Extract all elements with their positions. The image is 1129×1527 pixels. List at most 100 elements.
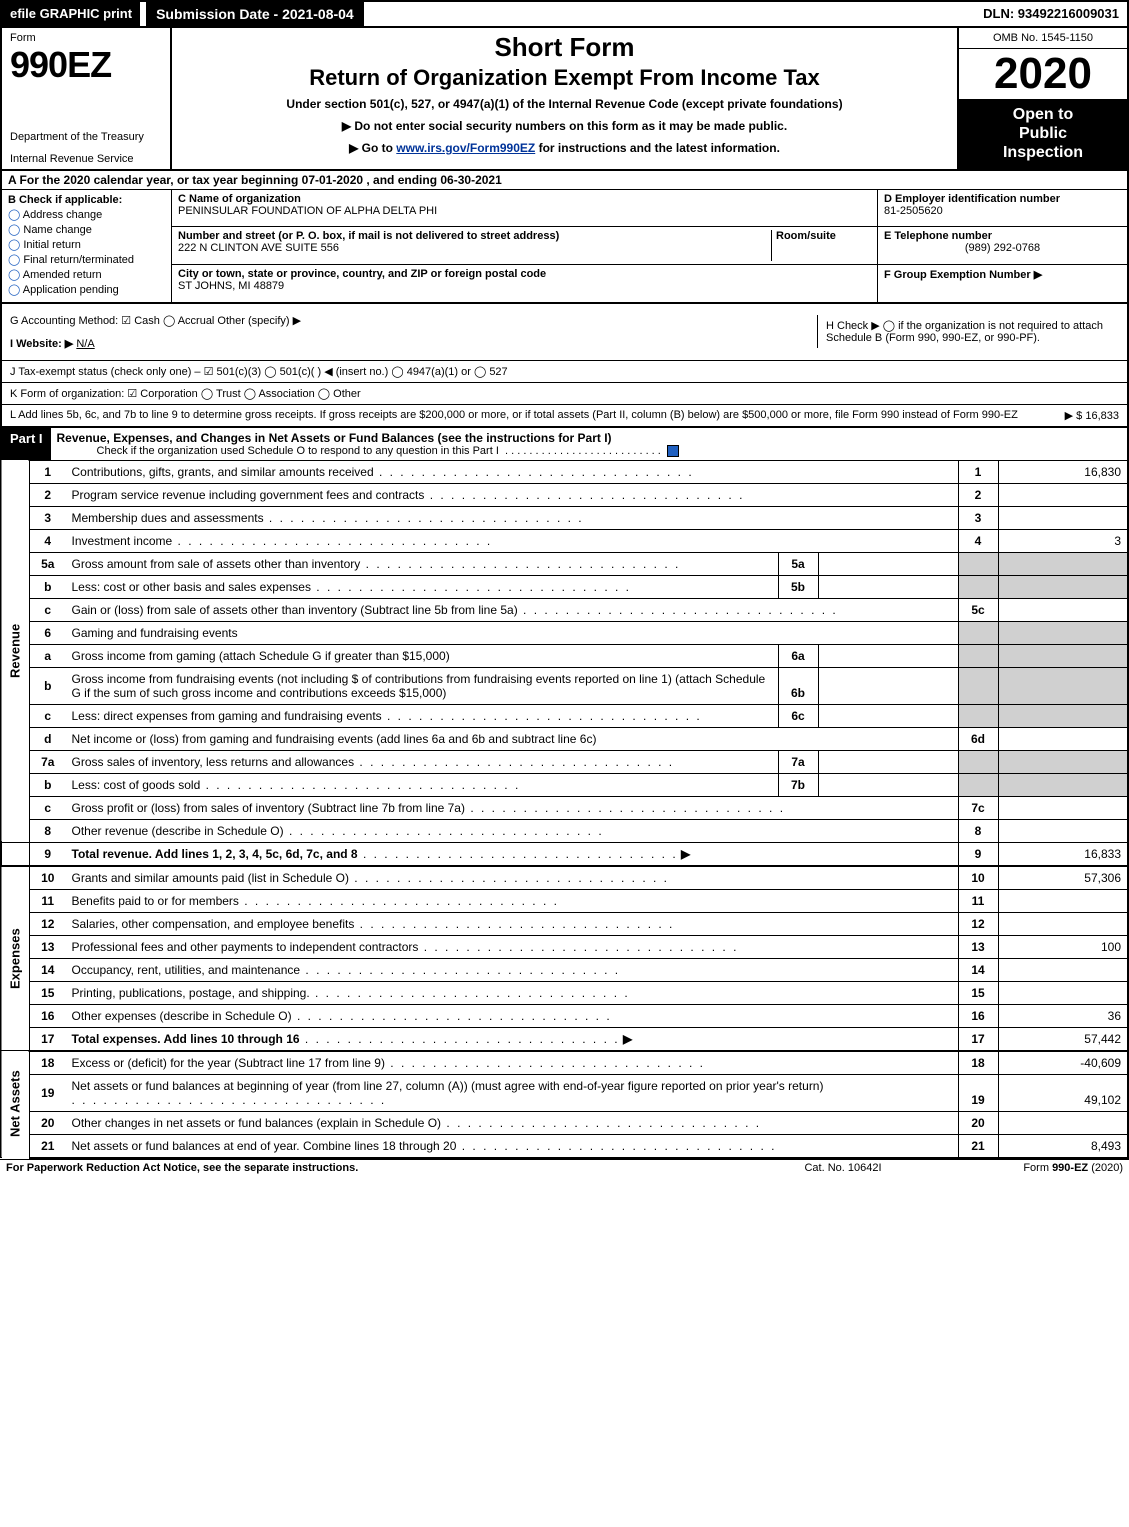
box-b-title: B Check if applicable: — [8, 194, 165, 206]
form-version: Form 990-EZ (2020) — [923, 1162, 1123, 1174]
line-desc: Investment income — [66, 529, 959, 552]
table-row: 20 Other changes in net assets or fund b… — [1, 1111, 1128, 1134]
col-amount: 36 — [998, 1004, 1128, 1027]
goto-prefix: ▶ Go to — [349, 141, 396, 155]
part1-sub-text: Check if the organization used Schedule … — [97, 445, 499, 457]
row-g-h: G Accounting Method: ☑ Cash ◯ Accrual Ot… — [2, 304, 1127, 361]
col-amount — [998, 889, 1128, 912]
address-value: 222 N CLINTON AVE SUITE 556 — [178, 242, 339, 254]
col-shade — [998, 704, 1128, 727]
h-box: H Check ▶ ◯ if the organization is not r… — [817, 315, 1127, 348]
form-number: 990EZ — [10, 44, 162, 86]
col-shade — [998, 750, 1128, 773]
line-num: 7a — [30, 750, 66, 773]
sub-amount — [818, 552, 958, 575]
table-row: 19 Net assets or fund balances at beginn… — [1, 1074, 1128, 1111]
line-desc: Program service revenue including govern… — [66, 483, 959, 506]
table-row: b Less: cost of goods sold 7b — [1, 773, 1128, 796]
col-amount: -40,609 — [998, 1051, 1128, 1075]
col-shade — [958, 750, 998, 773]
table-row: d Net income or (loss) from gaming and f… — [1, 727, 1128, 750]
col-shade — [958, 773, 998, 796]
line-num: c — [30, 704, 66, 727]
box-b: B Check if applicable: Address change Na… — [2, 190, 172, 302]
l-text: L Add lines 5b, 6c, and 7b to line 9 to … — [10, 409, 1059, 421]
table-row: 16 Other expenses (describe in Schedule … — [1, 1004, 1128, 1027]
table-row: c Gain or (loss) from sale of assets oth… — [1, 598, 1128, 621]
ein-value: 81-2505620 — [884, 205, 943, 217]
dln-label: DLN: 93492216009031 — [975, 2, 1127, 26]
line-num: 1 — [30, 460, 66, 483]
line-desc: Total revenue. Add lines 1, 2, 3, 4, 5c,… — [66, 842, 959, 866]
part1-title-wrap: Revenue, Expenses, and Changes in Net As… — [51, 428, 1127, 460]
col-shade — [958, 704, 998, 727]
efile-print-label[interactable]: efile GRAPHIC print — [2, 2, 140, 26]
table-row: Expenses 10 Grants and similar amounts p… — [1, 866, 1128, 890]
line-desc: Gross profit or (loss) from sales of inv… — [66, 796, 959, 819]
chk-amended-return[interactable]: Amended return — [8, 268, 165, 281]
col-shade — [998, 667, 1128, 704]
line-num: 14 — [30, 958, 66, 981]
table-row: 13 Professional fees and other payments … — [1, 935, 1128, 958]
sub-amount — [818, 575, 958, 598]
line-num: a — [30, 644, 66, 667]
line-desc: Net assets or fund balances at end of ye… — [66, 1134, 959, 1158]
line-num: 19 — [30, 1074, 66, 1111]
line-num: 11 — [30, 889, 66, 912]
col-amount: 8,493 — [998, 1134, 1128, 1158]
chk-name-change[interactable]: Name change — [8, 223, 165, 236]
website-value: N/A — [76, 338, 94, 350]
col-shade — [958, 644, 998, 667]
table-row: 14 Occupancy, rent, utilities, and maint… — [1, 958, 1128, 981]
table-row: 11 Benefits paid to or for members 11 — [1, 889, 1128, 912]
period-row: A For the 2020 calendar year, or tax yea… — [0, 171, 1129, 189]
side-expenses: Expenses — [1, 866, 30, 1051]
col-num: 5c — [958, 598, 998, 621]
irs-link[interactable]: www.irs.gov/Form990EZ — [396, 141, 535, 155]
sub-num: 7b — [778, 773, 818, 796]
col-amount: 16,830 — [998, 460, 1128, 483]
schedule-o-checkbox[interactable] — [667, 445, 679, 457]
col-num: 19 — [958, 1074, 998, 1111]
table-row: b Less: cost or other basis and sales ex… — [1, 575, 1128, 598]
chk-final-return[interactable]: Final return/terminated — [8, 253, 165, 266]
line-desc: Printing, publications, postage, and shi… — [66, 981, 959, 1004]
line-desc: Salaries, other compensation, and employ… — [66, 912, 959, 935]
col-num: 21 — [958, 1134, 998, 1158]
side-net-assets: Net Assets — [1, 1051, 30, 1158]
top-bar: efile GRAPHIC print Submission Date - 20… — [0, 0, 1129, 28]
side-blank — [1, 842, 30, 866]
chk-address-change[interactable]: Address change — [8, 208, 165, 221]
line-num: b — [30, 575, 66, 598]
line-desc: Gross amount from sale of assets other t… — [66, 552, 779, 575]
col-shade — [998, 621, 1128, 644]
open-to: Open to — [963, 105, 1123, 124]
line-desc: Professional fees and other payments to … — [66, 935, 959, 958]
col-amount — [998, 483, 1128, 506]
col-num: 11 — [958, 889, 998, 912]
chk-initial-return[interactable]: Initial return — [8, 238, 165, 251]
col-num: 18 — [958, 1051, 998, 1075]
box-d-e-f: D Employer identification number 81-2505… — [877, 190, 1127, 302]
header-left: Form 990EZ Department of the Treasury In… — [2, 28, 172, 169]
table-row: 5a Gross amount from sale of assets othe… — [1, 552, 1128, 575]
line-num: 5a — [30, 552, 66, 575]
line-desc: Less: direct expenses from gaming and fu… — [66, 704, 779, 727]
col-num: 7c — [958, 796, 998, 819]
ein-row: D Employer identification number 81-2505… — [878, 190, 1127, 228]
part1-badge: Part I — [2, 428, 51, 460]
col-num: 4 — [958, 529, 998, 552]
dept-treasury: Department of the Treasury — [10, 131, 162, 143]
line-desc: Gross income from fundraising events (no… — [66, 667, 779, 704]
line-desc: Other revenue (describe in Schedule O) — [66, 819, 959, 842]
line-desc: Gaming and fundraising events — [66, 621, 959, 644]
sub-amount — [818, 750, 958, 773]
public: Public — [963, 124, 1123, 143]
line-desc: Net assets or fund balances at beginning… — [66, 1074, 959, 1111]
line-num: 8 — [30, 819, 66, 842]
phone-value: (989) 292-0768 — [884, 242, 1121, 254]
line-desc: Contributions, gifts, grants, and simila… — [66, 460, 959, 483]
line-num: 10 — [30, 866, 66, 890]
group-exemption-label: F Group Exemption Number ▶ — [884, 269, 1042, 281]
chk-application-pending[interactable]: Application pending — [8, 283, 165, 296]
